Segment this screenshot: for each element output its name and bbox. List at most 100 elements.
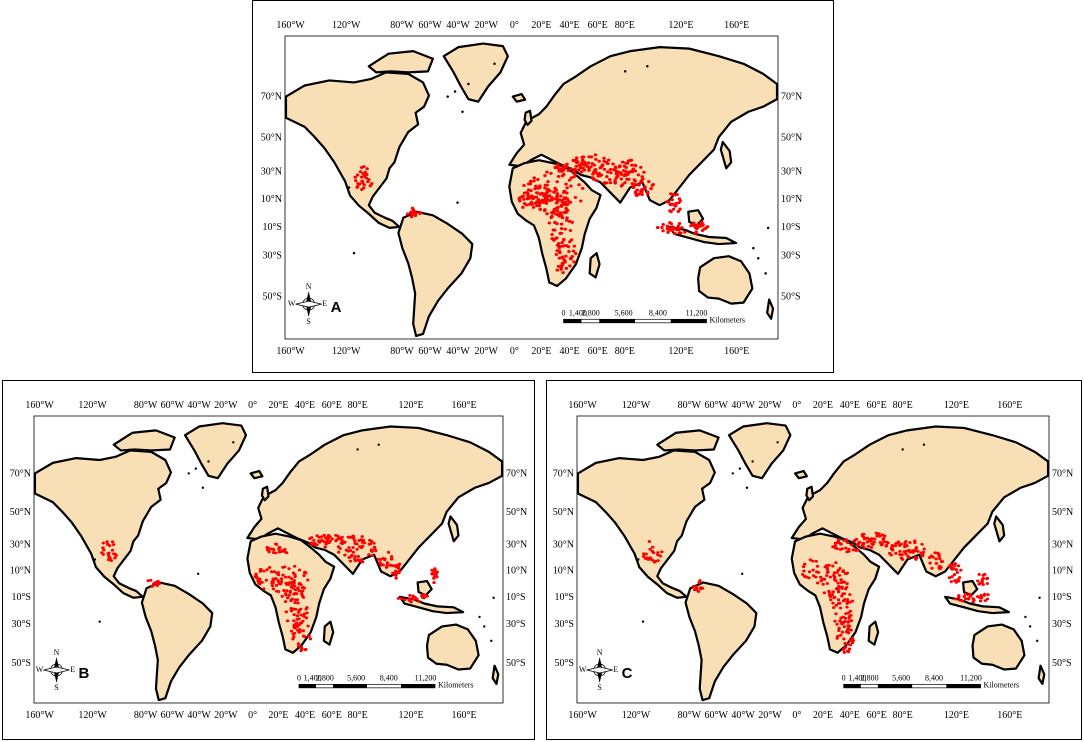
- occurrence-point: [626, 159, 631, 163]
- occurrence-point: [807, 576, 811, 580]
- occurrence-point: [986, 593, 990, 597]
- latitude-label-right: 30°N: [1052, 540, 1073, 551]
- occurrence-point: [569, 257, 573, 261]
- longitude-label-top: 20°W: [758, 400, 782, 411]
- occurrence-point: [608, 177, 612, 181]
- occurrence-point: [630, 163, 634, 167]
- occurrence-point: [843, 598, 847, 601]
- occurrence-point: [285, 596, 290, 600]
- occurrence-point: [296, 586, 300, 590]
- occurrence-point: [553, 166, 558, 170]
- longitude-label-top: 0°: [248, 400, 257, 411]
- occurrence-point: [553, 220, 557, 224]
- island-dot: [201, 486, 205, 489]
- occurrence-point: [556, 264, 561, 268]
- occurrence-point: [565, 191, 569, 195]
- occurrence-point: [841, 648, 846, 651]
- occurrence-point: [676, 209, 681, 213]
- scale-bar-tick: 5,600: [347, 673, 365, 682]
- occurrence-point: [593, 168, 597, 172]
- occurrence-point: [822, 591, 827, 595]
- occurrence-point: [556, 175, 561, 179]
- occurrence-point: [368, 538, 372, 542]
- occurrence-point: [837, 626, 841, 630]
- occurrence-point: [146, 579, 150, 583]
- occurrence-point: [840, 547, 844, 551]
- occurrence-point: [639, 188, 644, 192]
- occurrence-point: [362, 183, 367, 187]
- island-dot: [98, 620, 101, 623]
- longitude-label-bottom: 80°E: [893, 710, 913, 721]
- occurrence-point: [807, 570, 812, 574]
- latitude-label-right: 70°N: [1052, 468, 1073, 479]
- landmass-north-america: [286, 72, 429, 228]
- longitude-label-top: 80°W: [390, 20, 414, 31]
- landmass-australia: [698, 256, 752, 303]
- longitude-label-top: 160°E: [724, 20, 749, 31]
- occurrence-point: [564, 203, 569, 207]
- occurrence-point: [557, 198, 561, 202]
- compass-letter: E: [322, 299, 327, 308]
- longitude-label-top: 40°E: [840, 400, 860, 411]
- occurrence-point: [838, 633, 843, 637]
- longitude-label-top: 40°W: [731, 400, 755, 411]
- occurrence-point: [550, 232, 554, 236]
- occurrence-point: [367, 542, 371, 546]
- landmass-north-america: [35, 450, 171, 597]
- occurrence-point: [832, 571, 837, 575]
- occurrence-point: [896, 540, 901, 544]
- occurrence-point: [353, 179, 358, 183]
- occurrence-point: [949, 567, 954, 571]
- occurrence-point: [700, 228, 705, 233]
- occurrence-point: [581, 155, 586, 159]
- occurrence-point: [259, 568, 263, 571]
- occurrence-point: [561, 256, 565, 260]
- occurrence-point: [604, 181, 609, 185]
- occurrence-point: [902, 550, 906, 554]
- occurrence-point: [352, 537, 356, 540]
- occurrence-point: [879, 543, 884, 547]
- occurrence-point: [366, 180, 370, 184]
- island-dot: [461, 110, 464, 114]
- occurrence-point: [265, 546, 269, 549]
- longitude-label-top: 80°E: [893, 400, 913, 411]
- latitude-label-left: 10°S: [554, 592, 574, 603]
- occurrence-point: [150, 584, 155, 588]
- occurrence-point: [977, 572, 981, 576]
- occurrence-point: [561, 167, 565, 171]
- occurrence-point: [985, 582, 990, 585]
- occurrence-point: [545, 170, 549, 174]
- latitude-label-left: 50°S: [11, 658, 31, 669]
- occurrence-point: [550, 237, 554, 241]
- occurrence-point: [832, 578, 837, 581]
- longitude-label-bottom: 120°E: [944, 710, 969, 721]
- occurrence-point: [966, 593, 970, 597]
- occurrence-point: [289, 577, 294, 581]
- longitude-label-top: 120°W: [332, 20, 361, 31]
- occurrence-point: [564, 182, 568, 186]
- occurrence-point: [953, 562, 957, 566]
- occurrence-point: [359, 175, 364, 179]
- occurrence-point: [602, 167, 607, 171]
- latitude-label-right: 50°S: [781, 292, 801, 303]
- occurrence-point: [636, 173, 641, 177]
- island-dot: [187, 472, 190, 475]
- occurrence-point: [823, 565, 827, 569]
- occurrence-point: [302, 586, 307, 590]
- occurrence-point: [536, 177, 540, 182]
- occurrence-point: [614, 176, 619, 180]
- longitude-label-top: 160°W: [25, 400, 54, 411]
- occurrence-point: [267, 566, 272, 569]
- occurrence-point: [573, 172, 578, 176]
- occurrence-point: [855, 543, 860, 547]
- occurrence-point: [522, 191, 527, 195]
- occurrence-point: [291, 586, 295, 590]
- longitude-label-bottom: 80°W: [134, 710, 158, 721]
- occurrence-point: [566, 245, 571, 249]
- occurrence-point: [337, 536, 341, 540]
- occurrence-point: [579, 170, 584, 174]
- occurrence-point: [527, 202, 532, 206]
- occurrence-point: [295, 592, 299, 596]
- occurrence-point: [368, 184, 373, 188]
- occurrence-point: [543, 195, 548, 199]
